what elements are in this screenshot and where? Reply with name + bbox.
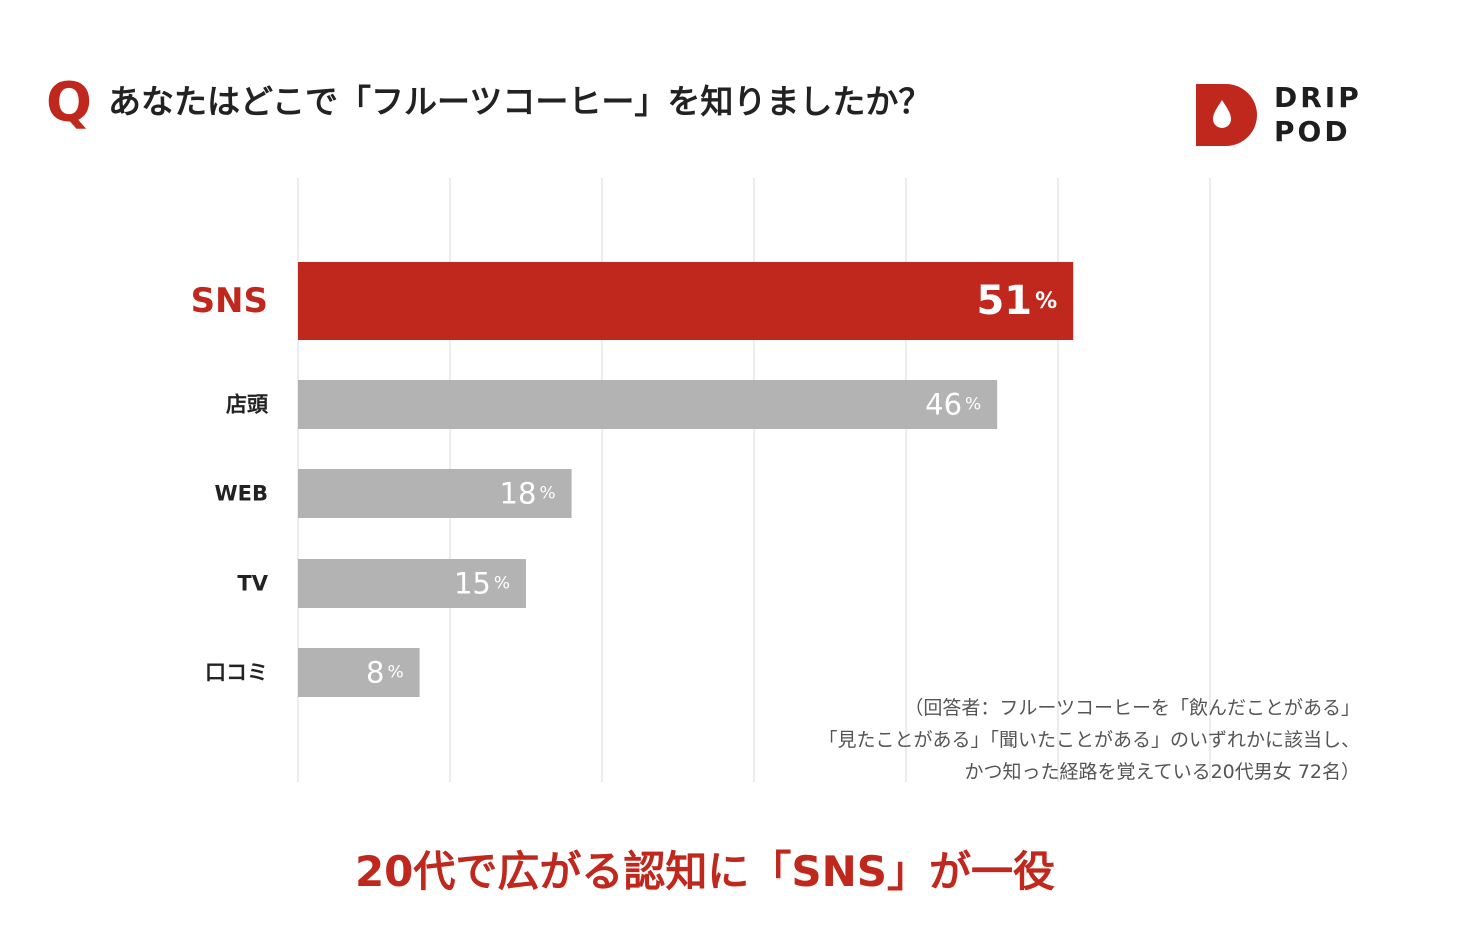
category-label: SNS — [191, 281, 268, 321]
category-label: TV — [237, 572, 268, 596]
category-label: WEB — [214, 482, 268, 506]
bar — [298, 559, 526, 608]
logo-text-pod: POD — [1274, 115, 1351, 148]
drop-logo-icon — [1196, 84, 1257, 146]
headline: 20代で広がる認知に「SNS」が一役 — [354, 847, 1056, 896]
bar — [298, 262, 1074, 340]
category-label: 口コミ — [205, 661, 268, 685]
respondent-note: （回答者：フルーツコーヒーを「飲んだことがある」 「見たことがある」「聞いたこと… — [818, 692, 1360, 788]
bar — [298, 380, 998, 429]
category-label: 店頭 — [226, 393, 269, 417]
value-label: 51% — [976, 278, 1057, 324]
value-label: 18% — [500, 477, 556, 511]
note-line-3: かつ知った経路を覚えている20代男女 72名） — [964, 761, 1360, 783]
note-line-1: （回答者：フルーツコーヒーを「飲んだことがある」 — [904, 697, 1360, 719]
question-title: あなたはどこで「フルーツコーヒー」を知りましたか？ — [108, 82, 932, 121]
value-label: 8% — [366, 656, 404, 690]
bar — [298, 469, 572, 518]
note-line-2: 「見たことがある」「聞いたことがある」のいずれかに該当し、 — [818, 729, 1360, 751]
value-label: 46% — [925, 388, 981, 422]
logo-text-drip: DRIP — [1274, 81, 1362, 114]
bar — [298, 648, 420, 697]
question-q-mark: Q — [46, 71, 92, 134]
drip-pod-logo: DRIP POD — [1196, 82, 1386, 148]
value-label: 15% — [454, 567, 510, 601]
